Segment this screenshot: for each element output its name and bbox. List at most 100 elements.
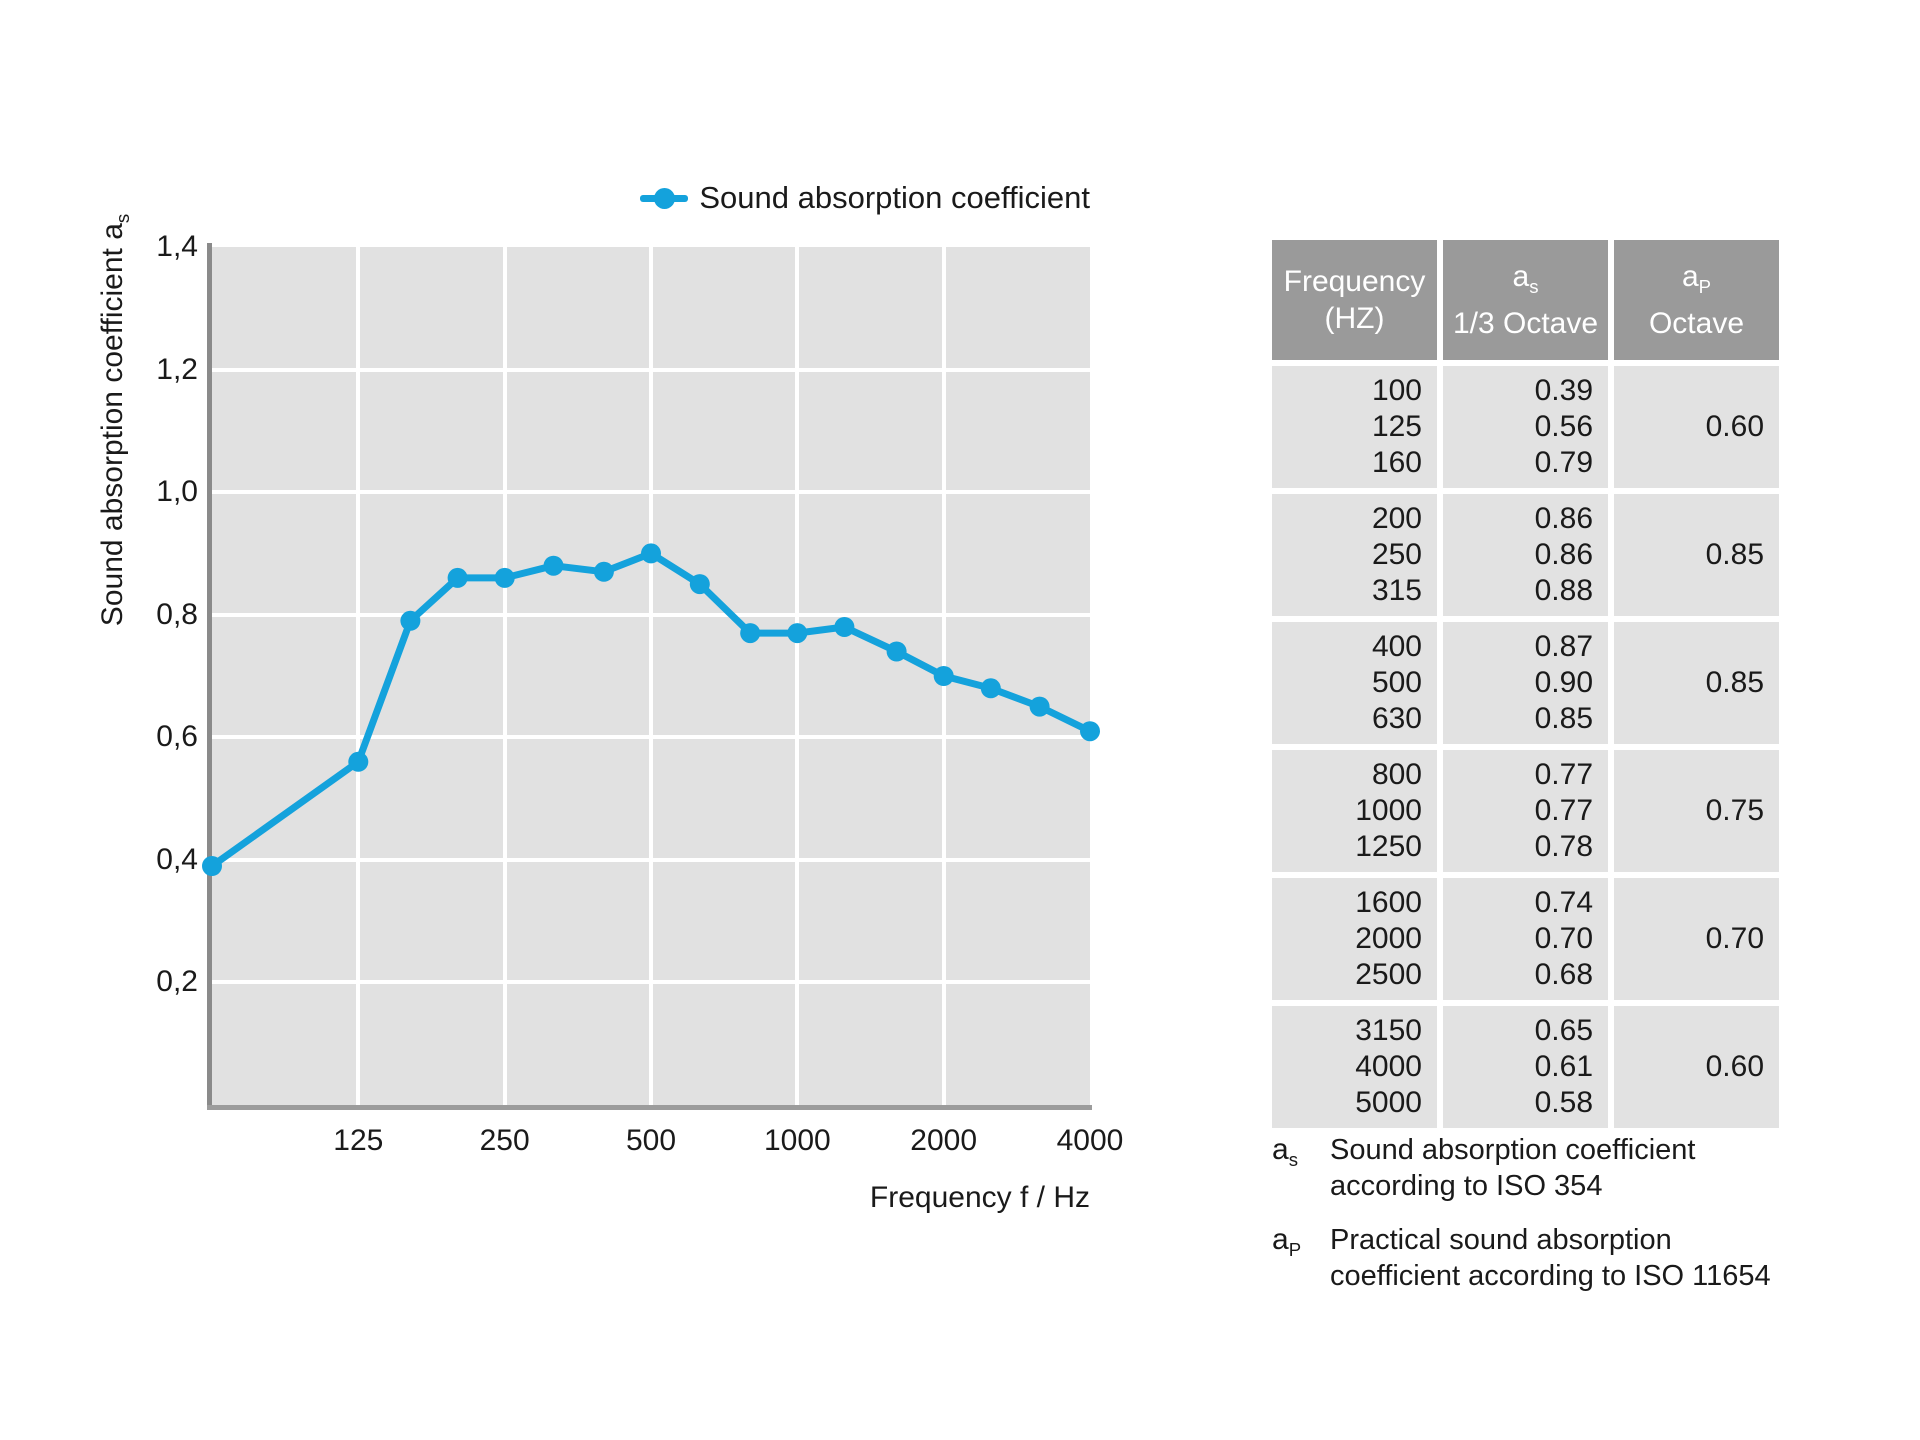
data-point xyxy=(543,555,564,576)
data-point xyxy=(886,641,907,662)
third-octave-group-cell: 0.74 0.70 0.68 xyxy=(1443,878,1608,1000)
data-point xyxy=(980,678,1001,699)
third-octave-group-cell: 0.87 0.90 0.85 xyxy=(1443,622,1608,744)
data-point xyxy=(933,666,954,686)
x-tick-label: 1000 xyxy=(763,1124,831,1157)
legend-label: Sound absorption coefficient xyxy=(699,180,1090,215)
y-tick-label: 0,4 xyxy=(156,842,198,876)
y-tick-label: 0,6 xyxy=(156,720,198,754)
footnotes: as Sound absorption coefficient accordin… xyxy=(1272,1132,1802,1294)
legend-line-marker-icon xyxy=(640,187,689,209)
y-axis-line xyxy=(207,243,212,1110)
third-octave-value: 0.88 xyxy=(1534,574,1593,607)
header-line: aP xyxy=(1681,260,1712,297)
y-axis-title-text: Sound absorption coefficient a xyxy=(96,223,129,627)
octave-cell: 0.75 xyxy=(1614,750,1779,872)
data-point xyxy=(593,561,614,582)
third-octave-group-cell: 0.39 0.56 0.79 xyxy=(1443,366,1608,488)
header-line: (HZ) xyxy=(1324,302,1385,335)
frequency-value: 500 xyxy=(1371,666,1422,699)
data-point xyxy=(494,567,515,588)
data-point xyxy=(641,543,661,564)
legend-dot xyxy=(654,188,676,209)
frequency-value: 5000 xyxy=(1355,1086,1422,1119)
y-tick-label: 0,8 xyxy=(156,597,198,631)
footnote-symbol: as xyxy=(1272,1133,1298,1170)
third-octave-value: 0.39 xyxy=(1534,374,1593,407)
x-tick-label: 250 xyxy=(479,1124,530,1157)
octave-cell: 0.70 xyxy=(1614,878,1779,1000)
data-point xyxy=(740,623,761,644)
frequency-value: 160 xyxy=(1371,446,1422,479)
third-octave-value: 0.77 xyxy=(1534,794,1593,827)
frequency-value: 3150 xyxy=(1355,1014,1422,1047)
header-line: 1/3 Octave xyxy=(1452,307,1599,340)
footnote-text: Practical sound absorption coefficient a… xyxy=(1330,1224,1771,1292)
frequency-group-cell: 200 250 315 xyxy=(1272,494,1437,616)
third-octave-value: 0.86 xyxy=(1534,502,1593,535)
frequency-value: 100 xyxy=(1371,374,1422,407)
data-point xyxy=(1080,721,1100,742)
frequency-value: 125 xyxy=(1371,410,1422,443)
gridline-vertical xyxy=(502,247,507,1105)
x-axis-title: Frequency f / Hz xyxy=(869,1181,1090,1214)
octave-value: 0.85 xyxy=(1705,666,1764,699)
third-octave-value: 0.68 xyxy=(1534,958,1593,991)
octave-cell: 0.85 xyxy=(1614,622,1779,744)
footnote-text: Sound absorption coefficient according t… xyxy=(1330,1134,1696,1202)
frequency-value: 315 xyxy=(1371,574,1422,607)
third-octave-value: 0.79 xyxy=(1534,446,1593,479)
y-tick-label: 0,2 xyxy=(156,965,198,999)
third-octave-group-cell: 0.86 0.86 0.88 xyxy=(1443,494,1608,616)
frequency-value: 4000 xyxy=(1355,1050,1422,1083)
frequency-group-cell: 400 500 630 xyxy=(1272,622,1437,744)
octave-cell: 0.60 xyxy=(1614,1006,1779,1128)
data-point xyxy=(447,567,468,588)
data-point xyxy=(202,856,222,876)
footnote-as: as Sound absorption coefficient accordin… xyxy=(1272,1132,1802,1204)
line-chart-canvas xyxy=(202,543,1100,876)
octave-value: 0.85 xyxy=(1705,538,1764,571)
frequency-value: 1250 xyxy=(1355,830,1422,863)
footnote-symbol: aP xyxy=(1272,1223,1302,1260)
octave-cell: 0.85 xyxy=(1614,494,1779,616)
plot-area xyxy=(202,247,1100,1105)
third-octave-value: 0.74 xyxy=(1534,886,1593,919)
data-point xyxy=(400,610,421,631)
frequency-group-cell: 3150 4000 5000 xyxy=(1272,1006,1437,1128)
octave-value: 0.60 xyxy=(1705,1050,1764,1083)
frequency-value: 800 xyxy=(1371,758,1422,791)
frequency-value: 2000 xyxy=(1355,922,1422,955)
third-octave-value: 0.90 xyxy=(1534,666,1593,699)
gridline-vertical xyxy=(795,247,800,1105)
third-octave-value: 0.56 xyxy=(1534,410,1593,443)
y-axis-title-subscript: s xyxy=(112,213,133,224)
third-octave-value: 0.86 xyxy=(1534,538,1593,571)
frequency-value: 250 xyxy=(1371,538,1422,571)
third-octave-value: 0.87 xyxy=(1534,630,1593,663)
third-octave-value: 0.78 xyxy=(1534,830,1593,863)
data-point xyxy=(689,574,710,595)
x-tick-label: 4000 xyxy=(1056,1124,1124,1157)
octave-value: 0.70 xyxy=(1705,922,1764,955)
data-point xyxy=(348,751,369,772)
octave-value: 0.60 xyxy=(1705,410,1764,443)
frequency-value: 400 xyxy=(1371,630,1422,663)
table-header-frequency: Frequency (HZ) xyxy=(1272,240,1437,360)
frequency-value: 1600 xyxy=(1355,886,1422,919)
third-octave-value: 0.70 xyxy=(1534,922,1593,955)
header-line: Frequency xyxy=(1283,265,1426,298)
frequency-value: 2500 xyxy=(1355,958,1422,991)
data-point xyxy=(834,617,855,637)
frequency-value: 1000 xyxy=(1355,794,1422,827)
footnote-ap: aP Practical sound absorption coefficien… xyxy=(1272,1222,1802,1294)
frequency-group-cell: 1600 2000 2500 xyxy=(1272,878,1437,1000)
third-octave-group-cell: 0.65 0.61 0.58 xyxy=(1443,1006,1608,1128)
octave-cell: 0.60 xyxy=(1614,366,1779,488)
third-octave-value: 0.85 xyxy=(1534,702,1593,735)
absorption-line xyxy=(208,549,1094,870)
table-header-octave: aP Octave xyxy=(1614,240,1779,360)
x-tick-label: 2000 xyxy=(910,1124,978,1157)
third-octave-value: 0.77 xyxy=(1534,758,1593,791)
